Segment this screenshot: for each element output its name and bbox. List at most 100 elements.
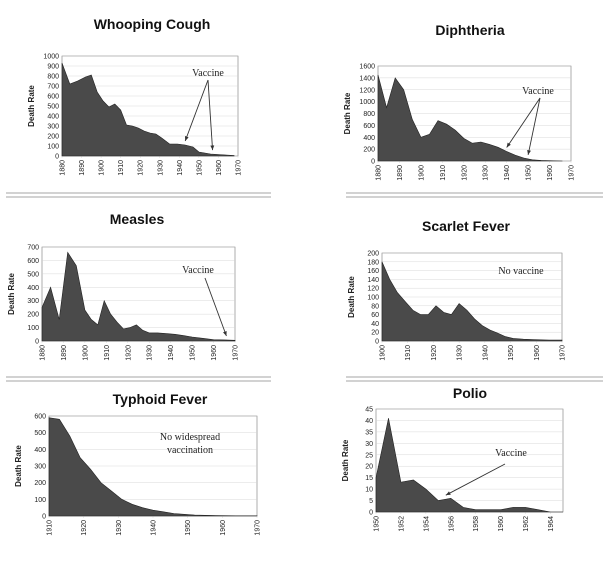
y-tick-label: 300 [27, 298, 39, 305]
annotation-label: No widespread [160, 432, 220, 443]
y-tick-label: 45 [365, 407, 373, 414]
x-tick-label: 1970 [236, 160, 243, 176]
y-tick-label: 900 [47, 64, 59, 71]
x-tick-label: 1950 [185, 520, 192, 536]
x-tick-label: 1970 [233, 345, 240, 361]
x-tick-label: 1960 [216, 160, 223, 176]
x-tick-label: 1910 [104, 345, 111, 361]
y-tick-label: 600 [34, 414, 46, 421]
annotation-label: Vaccine [522, 86, 554, 97]
x-tick-label: 1930 [157, 160, 164, 176]
y-tick-label: 300 [47, 124, 59, 131]
chart-panel-diphtheria: Diphtheria 0 200 400 600 800 1000 1200 1400 1600 1… [343, 22, 576, 181]
x-tick-label: 1900 [82, 345, 89, 361]
y-tick-label: 1600 [359, 64, 375, 71]
y-tick-label: 700 [47, 84, 59, 91]
series-area [381, 261, 563, 342]
series-area [41, 251, 236, 342]
x-tick-label: 1880 [60, 160, 67, 176]
x-tick-label: 1900 [99, 160, 106, 176]
y-tick-label: 400 [47, 114, 59, 121]
chart-title: Measles [110, 211, 165, 227]
x-tick-label: 1956 [448, 516, 455, 532]
x-tick-label: 1950 [508, 345, 515, 361]
y-tick-label: 0 [42, 514, 46, 521]
y-tick-label: 1000 [43, 54, 59, 61]
y-tick-label: 500 [34, 430, 46, 437]
x-tick-label: 1970 [569, 165, 576, 181]
x-tick-label: 1962 [523, 516, 530, 532]
y-tick-label: 0 [375, 339, 379, 346]
x-tick-label: 1940 [177, 160, 184, 176]
y-tick-label: 1200 [359, 87, 375, 94]
y-tick-label: 500 [27, 271, 39, 278]
chart-title: Scarlet Fever [422, 218, 510, 234]
x-tick-label: 1954 [423, 516, 430, 532]
x-tick-label: 1880 [40, 345, 47, 361]
y-tick-label: 0 [371, 159, 375, 166]
x-tick-label: 1900 [380, 345, 387, 361]
series-area [377, 74, 563, 162]
y-axis-label: Death Rate [347, 276, 356, 318]
annotation-arrow [204, 277, 227, 337]
x-tick-label: 1910 [440, 165, 447, 181]
x-tick-label: 1958 [473, 516, 480, 532]
y-tick-label: 1000 [359, 99, 375, 106]
y-tick-label: 40 [365, 418, 373, 425]
series-area [61, 62, 235, 157]
arrow-head-icon [527, 150, 531, 155]
annotation-arrow [506, 97, 541, 148]
chart-panel-whooping-cough: Whooping Cough 0 100 200 300 400 500 600 700 800 9… [27, 16, 243, 176]
y-tick-label: 400 [27, 285, 39, 292]
chart-panel-measles: Measles 0 100 200 300 400 500 600 700 1880 1890 190… [7, 211, 240, 361]
chart-panel-typhoid-fever: Typhoid Fever 0 100 200 300 400 500 600 1910 1920… [14, 391, 262, 536]
annotation-label: vaccination [167, 445, 213, 456]
arrow-head-icon [223, 331, 227, 337]
x-tick-label: 1960 [211, 345, 218, 361]
x-tick-label: 1964 [548, 516, 555, 532]
series-area [375, 418, 563, 513]
y-tick-label: 100 [367, 295, 379, 302]
y-axis-label: Death Rate [341, 439, 350, 481]
y-tick-label: 100 [27, 325, 39, 332]
y-axis-label: Death Rate [7, 273, 16, 315]
y-tick-label: 200 [363, 147, 375, 154]
annotation-arrow [184, 79, 209, 142]
y-axis-label: Death Rate [343, 92, 352, 134]
y-tick-label: 0 [35, 339, 39, 346]
x-tick-label: 1940 [168, 345, 175, 361]
y-axis-label: Death Rate [27, 85, 36, 127]
x-tick-label: 1910 [118, 160, 125, 176]
x-tick-label: 1900 [418, 165, 425, 181]
chart-title: Whooping Cough [94, 16, 211, 32]
chart-panel-polio: Polio 0 5 10 15 20 25 30 35 40 45 1950 1952 1954 1956 1… [341, 385, 564, 532]
series-area [48, 417, 258, 517]
x-tick-label: 1950 [196, 160, 203, 176]
y-tick-label: 160 [367, 268, 379, 275]
annotation-label: Vaccine [192, 68, 224, 79]
y-tick-label: 0 [55, 154, 59, 161]
x-tick-label: 1960 [498, 516, 505, 532]
y-tick-label: 140 [367, 277, 379, 284]
y-tick-label: 200 [367, 251, 379, 258]
y-tick-label: 120 [367, 286, 379, 293]
x-tick-label: 1940 [504, 165, 511, 181]
arrow-head-icon [210, 145, 215, 151]
y-tick-label: 800 [363, 111, 375, 118]
x-tick-label: 1880 [376, 165, 383, 181]
annotation-arrow [445, 463, 506, 496]
x-tick-label: 1970 [560, 345, 567, 361]
x-tick-label: 1930 [147, 345, 154, 361]
y-tick-label: 30 [365, 441, 373, 448]
y-tick-label: 15 [365, 475, 373, 482]
y-tick-label: 20 [365, 464, 373, 471]
y-tick-label: 180 [367, 259, 379, 266]
annotation-arrow [527, 97, 541, 156]
x-tick-label: 1960 [534, 345, 541, 361]
annotation-label: Vaccine [182, 265, 214, 276]
y-tick-label: 800 [47, 74, 59, 81]
x-tick-label: 1930 [457, 345, 464, 361]
y-tick-label: 100 [47, 144, 59, 151]
x-tick-label: 1960 [547, 165, 554, 181]
